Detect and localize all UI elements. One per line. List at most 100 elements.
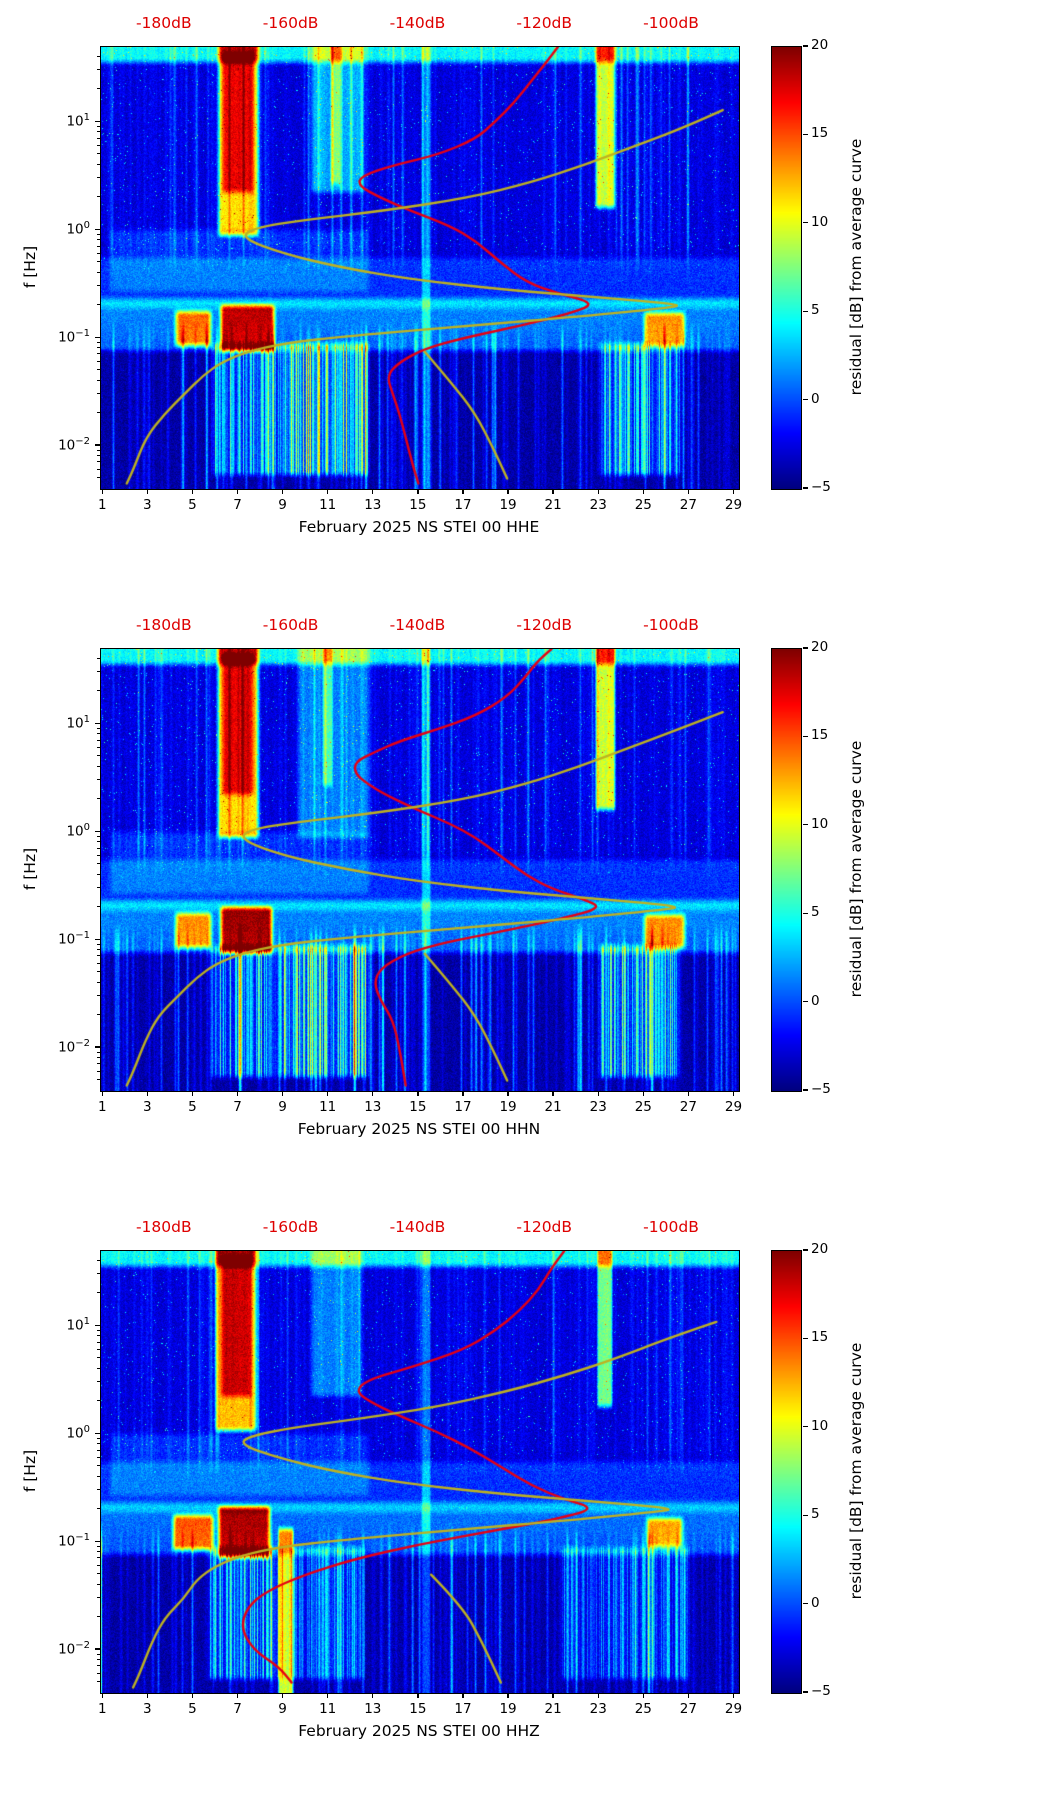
spectrogram-panel-hhz: f [Hz] February 2025 NS STEI 00 HHZ resi… xyxy=(0,1204,1052,1806)
x-tick-label: 19 xyxy=(499,497,517,513)
y-tick-label: 100 xyxy=(66,220,90,238)
top-axis-label: -160dB xyxy=(262,14,319,32)
colorbar-tick-label: 15 xyxy=(811,125,829,142)
x-tick xyxy=(281,489,284,495)
colorbar-tick-label: 15 xyxy=(811,727,829,744)
y-tick xyxy=(95,1432,100,1434)
y-minor-tick xyxy=(97,455,100,457)
x-tick xyxy=(462,489,464,495)
y-minor-tick xyxy=(97,779,100,781)
x-axis-label: February 2025 NS STEI 00 HHE xyxy=(298,518,540,536)
y-tick-label: 101 xyxy=(66,714,90,732)
y-minor-tick xyxy=(97,393,100,395)
psd-curve-overlay-canvas xyxy=(101,1251,739,1693)
x-tick xyxy=(597,1693,599,1699)
x-axis-label: February 2025 NS STEI 00 HHN xyxy=(297,1120,541,1138)
spectrogram-plot xyxy=(100,648,740,1092)
x-tick xyxy=(507,1091,509,1097)
colorbar-tick-label: 10 xyxy=(811,815,829,832)
x-tick xyxy=(146,1091,148,1097)
x-tick xyxy=(101,1091,103,1097)
x-tick-label: 23 xyxy=(589,1099,607,1115)
x-tick xyxy=(191,1091,194,1097)
x-tick xyxy=(417,1091,419,1097)
y-minor-tick xyxy=(97,153,100,155)
x-tick xyxy=(552,1091,554,1097)
colorbar-tick xyxy=(802,398,808,401)
y-minor-tick xyxy=(97,1489,100,1491)
x-tick xyxy=(732,1693,735,1699)
colorbar-tick xyxy=(802,133,808,136)
colorbar-tick xyxy=(802,310,808,312)
colorbar-tick xyxy=(802,1249,808,1251)
spectrogram-plot xyxy=(100,1250,740,1694)
x-tick-label: 25 xyxy=(634,497,652,513)
y-minor-tick xyxy=(97,657,100,659)
x-tick xyxy=(101,489,103,495)
x-tick-label: 3 xyxy=(143,1701,152,1717)
colorbar-tick xyxy=(802,1691,808,1693)
y-minor-tick xyxy=(97,1681,100,1683)
x-tick xyxy=(191,489,194,495)
colorbar-tick xyxy=(802,912,808,914)
x-tick xyxy=(372,1091,374,1097)
y-minor-tick xyxy=(97,1273,100,1275)
colorbar-label: residual [dB] from average curve xyxy=(847,1342,865,1600)
colorbar-tick xyxy=(802,1089,808,1091)
y-tick xyxy=(95,1648,100,1650)
colorbar-tick xyxy=(802,824,808,826)
top-axis-label: -160dB xyxy=(262,1218,319,1236)
x-tick-label: 25 xyxy=(634,1099,652,1115)
y-tick xyxy=(95,830,100,832)
y-minor-tick xyxy=(97,449,100,451)
y-minor-tick xyxy=(97,1400,100,1402)
colorbar-label: residual [dB] from average curve xyxy=(847,740,865,998)
y-minor-tick xyxy=(97,887,100,889)
x-tick-label: 13 xyxy=(364,1099,382,1115)
y-tick xyxy=(95,444,100,446)
y-minor-tick xyxy=(97,1437,100,1439)
colorbar-tick xyxy=(802,45,808,47)
x-tick-label: 1 xyxy=(97,1701,107,1717)
x-tick xyxy=(236,1091,239,1097)
colorbar-gradient xyxy=(772,649,801,1091)
x-tick xyxy=(687,1693,690,1699)
y-minor-tick xyxy=(97,304,100,306)
x-tick-label: 17 xyxy=(454,1099,472,1115)
colorbar xyxy=(771,46,802,490)
top-axis-label: -140dB xyxy=(389,14,446,32)
y-minor-tick xyxy=(97,733,100,735)
y-minor-tick xyxy=(97,353,100,355)
y-axis-label: f [Hz] xyxy=(21,847,39,891)
y-minor-tick xyxy=(97,971,100,973)
y-minor-tick xyxy=(97,1357,100,1359)
colorbar-tick-label: 20 xyxy=(811,1241,829,1257)
x-tick-label: 15 xyxy=(409,497,427,513)
y-minor-tick xyxy=(97,196,100,198)
y-minor-tick xyxy=(97,177,100,179)
colorbar-gradient xyxy=(772,47,801,489)
y-minor-tick xyxy=(97,137,100,139)
top-axis-label: -140dB xyxy=(389,1218,446,1236)
x-tick-label: 7 xyxy=(233,1701,242,1717)
colorbar-tick xyxy=(802,487,808,489)
colorbar-tick-label: 0 xyxy=(811,390,820,407)
y-minor-tick xyxy=(97,671,100,673)
x-tick-label: 21 xyxy=(544,1099,562,1115)
y-minor-tick xyxy=(97,1665,100,1667)
y-minor-tick xyxy=(97,873,100,875)
y-minor-tick xyxy=(97,962,100,964)
colorbar-tick-label: 15 xyxy=(811,1329,829,1346)
y-minor-tick xyxy=(97,1367,100,1369)
y-tick-label: 10−2 xyxy=(58,436,90,454)
y-minor-tick xyxy=(97,1653,100,1655)
x-tick-label: 9 xyxy=(278,1099,287,1115)
x-tick-label: 1 xyxy=(97,1099,107,1115)
x-tick-label: 15 xyxy=(409,1099,427,1115)
y-tick-label: 10−1 xyxy=(58,328,90,346)
y-minor-tick xyxy=(97,1456,100,1458)
y-minor-tick xyxy=(97,755,100,757)
top-axis-label: -180dB xyxy=(135,616,192,634)
colorbar-tick-label: 0 xyxy=(811,992,820,1009)
x-tick xyxy=(687,489,690,495)
